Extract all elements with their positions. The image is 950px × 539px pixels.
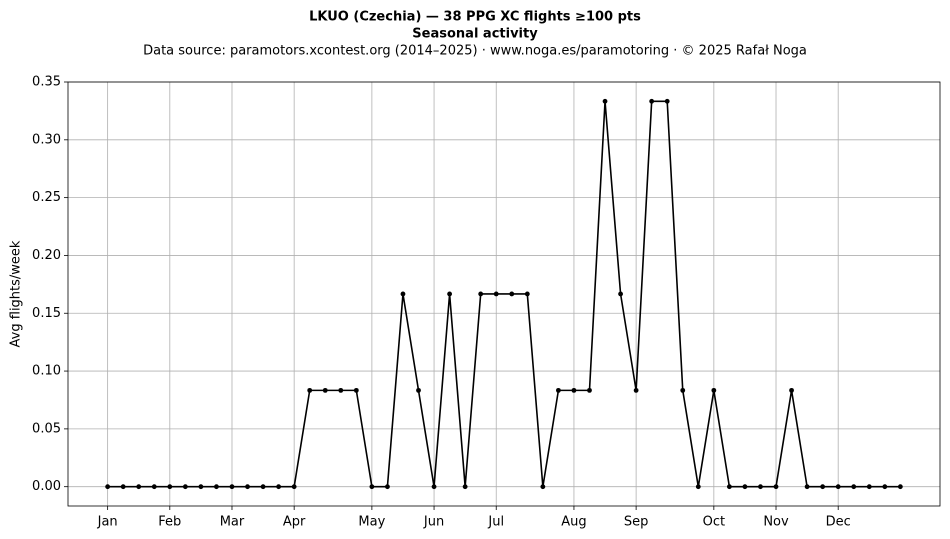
point	[820, 484, 826, 490]
chart-title: LKUO (Czechia) — 38 PPG XC flights ≥100 …	[309, 10, 641, 25]
point	[571, 387, 577, 393]
point	[835, 484, 841, 490]
y-tick-label: 0.25	[32, 190, 61, 205]
y-tick-label: 0.00	[32, 479, 61, 494]
point	[773, 484, 779, 490]
point	[882, 484, 888, 490]
point	[385, 484, 390, 490]
x-tick-label: Aug	[561, 515, 586, 530]
point	[260, 484, 266, 490]
point	[307, 387, 313, 393]
x-tick-label: Mar	[220, 515, 245, 530]
x-tick-label: Feb	[158, 515, 181, 530]
point	[416, 387, 421, 393]
line	[107, 100, 901, 488]
x-tick-label: May	[358, 515, 385, 530]
point	[462, 484, 468, 490]
y-tick-label: 0.20	[32, 248, 61, 263]
x-tick-label: Jun	[423, 515, 444, 530]
point	[633, 387, 639, 393]
point	[182, 484, 188, 490]
y-axis-label: Avg flights/week	[9, 240, 24, 347]
chart-subtitle: Seasonal activity	[412, 27, 538, 42]
point	[353, 387, 359, 393]
x-tick-label: Oct	[703, 515, 725, 530]
point	[493, 291, 499, 297]
y-tick-label: 0.15	[32, 306, 61, 321]
point	[851, 484, 857, 490]
point	[291, 484, 297, 490]
point	[431, 484, 437, 490]
source-note: Data source: paramotors.xcontest.org (20…	[143, 44, 807, 59]
point	[105, 484, 111, 490]
point	[338, 387, 344, 393]
point	[151, 484, 157, 490]
point	[478, 291, 484, 297]
point	[897, 484, 903, 490]
point	[664, 98, 670, 104]
y-tick-label: 0.10	[32, 364, 61, 379]
x-tick-label: Sep	[624, 515, 649, 530]
point	[229, 484, 235, 490]
point	[711, 387, 717, 393]
x-tick-label: Jul	[487, 515, 504, 530]
point	[524, 291, 530, 297]
point	[214, 484, 219, 490]
point	[789, 387, 794, 393]
point	[649, 98, 655, 104]
y-tick-label: 0.05	[32, 421, 61, 436]
point	[136, 484, 142, 490]
plot-frame	[67, 81, 941, 507]
point	[167, 484, 173, 490]
x-tick-label: Nov	[763, 515, 789, 530]
point	[742, 484, 748, 490]
point	[245, 484, 250, 490]
point	[276, 484, 282, 490]
point	[120, 484, 126, 490]
point	[198, 484, 204, 490]
point	[400, 291, 406, 297]
x-tick-label: Dec	[826, 515, 851, 530]
point	[618, 291, 623, 297]
point	[509, 291, 515, 297]
y-tick-label: 0.35	[32, 75, 61, 90]
y-tick-label: 0.30	[32, 132, 61, 147]
point	[680, 387, 686, 393]
point	[695, 484, 701, 490]
point	[540, 484, 546, 490]
point	[866, 484, 872, 490]
point	[587, 387, 592, 393]
point	[758, 484, 763, 490]
point	[369, 484, 375, 490]
point	[726, 484, 732, 490]
point	[322, 387, 328, 393]
point	[447, 291, 452, 297]
point	[556, 387, 561, 393]
x-tick-label: Jan	[97, 515, 118, 530]
point	[804, 484, 810, 490]
point	[602, 98, 608, 104]
x-tick-label: Apr	[283, 515, 306, 530]
